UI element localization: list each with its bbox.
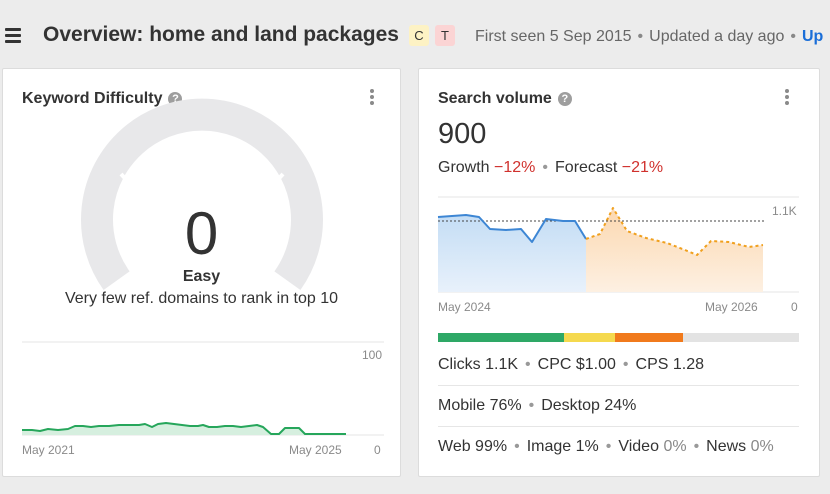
search-volume-title-text: Search volume	[438, 90, 552, 107]
more-options-icon[interactable]	[369, 89, 375, 107]
growth-value: −12%	[494, 159, 536, 176]
updated-text: Updated a day ago	[649, 28, 785, 45]
keyword-difficulty-card: Keyword Difficulty? 0 Easy Very few ref.…	[2, 68, 401, 477]
x-end-label: May 2026	[705, 300, 758, 314]
kd-history-line	[22, 422, 346, 435]
kd-description: Very few ref. domains to rank in top 10	[64, 290, 339, 307]
page-title: Overview: home and land packages	[43, 23, 399, 46]
gauge-segment-divider	[257, 172, 285, 202]
more-options-icon[interactable]	[784, 89, 790, 107]
gauge-segment-divider	[119, 172, 147, 202]
row-divider	[438, 385, 799, 386]
separator-dot: •	[693, 438, 700, 455]
clicks-cpc-row: Clicks 1.1K • CPC $1.00 • CPS 1.28	[438, 356, 798, 374]
device-row: Mobile 76% • Desktop 24%	[438, 397, 798, 415]
y-min-label: 0	[791, 300, 798, 314]
help-icon[interactable]: ?	[557, 92, 572, 106]
keyword-meta: First seen 5 Sep 2015 • Updated a day ago •…	[475, 28, 823, 46]
forecast-line	[585, 207, 764, 256]
separator-dot: •	[514, 438, 520, 455]
kd-score: 0	[184, 200, 219, 267]
growth-label: Growth	[438, 159, 490, 176]
separator-dot: •	[790, 28, 796, 45]
search-type-row: Web 99% • Image 1% • Video 0% • News 0%	[438, 438, 798, 456]
search-volume-title: Search volume?	[438, 90, 572, 108]
keyword-difficulty-title-text: Keyword Difficulty	[22, 90, 163, 107]
commercial-intent-badge: C	[409, 25, 429, 46]
news-stat-value: 0%	[750, 438, 774, 455]
hamburger-menu-icon[interactable]	[5, 28, 21, 43]
separator-dot: •	[605, 438, 612, 455]
x-start-label: May 2021	[22, 443, 75, 457]
y-min-label: 0	[374, 443, 381, 457]
search-volume-card: Search volume? 900 Growth −12% • Forecast …	[418, 68, 820, 477]
forecast-label: Forecast	[555, 159, 618, 176]
intent-distribution-bar	[438, 333, 799, 342]
desktop-stat: Desktop 24%	[541, 397, 637, 414]
x-start-label: May 2024	[438, 300, 491, 314]
video-stat-value: 0%	[663, 438, 687, 455]
separator-dot: •	[528, 397, 535, 414]
intent-bar-segment	[564, 333, 615, 342]
image-stat: Image 1%	[526, 438, 599, 455]
transactional-intent-badge: T	[435, 25, 455, 46]
forecast-value: −21%	[621, 159, 664, 176]
page-header: Overview: home and land packages C T Fir…	[0, 0, 830, 70]
separator-dot: •	[622, 356, 629, 373]
kd-difficulty-label: Easy	[182, 268, 221, 285]
difficulty-gauge	[81, 98, 323, 290]
cps-stat: CPS 1.28	[635, 356, 704, 373]
clicks-stat: Clicks 1.1K	[438, 356, 519, 373]
y-max-label: 100	[362, 348, 383, 362]
x-end-label: May 2025	[289, 443, 342, 457]
search-volume-chart	[437, 196, 799, 293]
history-line	[437, 214, 587, 243]
search-volume-value: 900	[438, 118, 487, 150]
kd-history-chart	[22, 341, 384, 436]
intent-bar-segment	[683, 333, 799, 342]
forecast-area	[586, 208, 763, 292]
gauge-track	[81, 98, 323, 290]
separator-dot: •	[525, 356, 531, 373]
news-stat: News	[706, 438, 747, 455]
web-stat: Web 99%	[438, 438, 508, 455]
separator-dot: •	[637, 28, 644, 45]
video-stat: Video	[618, 438, 659, 455]
first-seen-text: First seen 5 Sep 2015	[475, 28, 632, 45]
history-area	[438, 215, 586, 292]
separator-dot: •	[542, 159, 549, 176]
cpc-stat: CPC $1.00	[537, 356, 616, 373]
mobile-stat: Mobile 76%	[438, 397, 522, 414]
y-max-label: 1.1K	[772, 204, 797, 218]
row-divider	[438, 426, 799, 427]
update-link[interactable]: Up	[801, 28, 824, 45]
intent-bar-segment	[614, 333, 684, 342]
growth-forecast: Growth −12% • Forecast −21%	[438, 159, 663, 177]
intent-bar-segment	[438, 333, 565, 342]
